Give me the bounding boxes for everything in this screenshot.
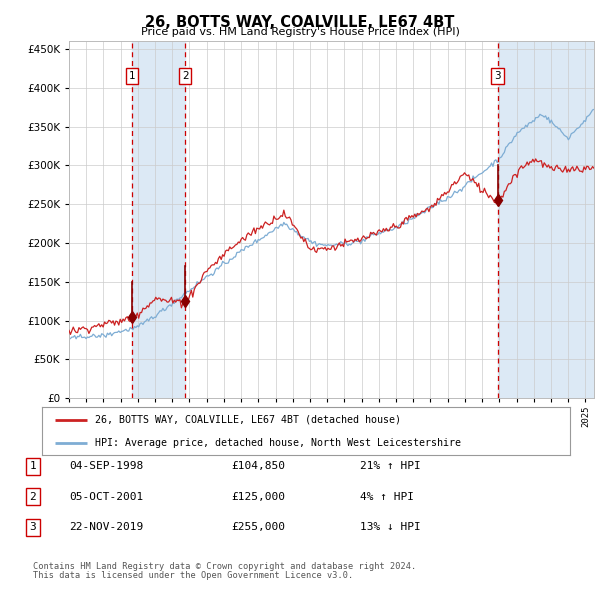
- Text: HPI: Average price, detached house, North West Leicestershire: HPI: Average price, detached house, Nort…: [95, 438, 461, 448]
- Text: 26, BOTTS WAY, COALVILLE, LE67 4BT (detached house): 26, BOTTS WAY, COALVILLE, LE67 4BT (deta…: [95, 415, 401, 425]
- Text: 21% ↑ HPI: 21% ↑ HPI: [360, 461, 421, 471]
- Text: 2: 2: [29, 492, 37, 502]
- Text: £104,850: £104,850: [231, 461, 285, 471]
- Text: This data is licensed under the Open Government Licence v3.0.: This data is licensed under the Open Gov…: [33, 571, 353, 581]
- Text: 04-SEP-1998: 04-SEP-1998: [69, 461, 143, 471]
- Text: 1: 1: [29, 461, 37, 471]
- Bar: [497, 41, 594, 398]
- Text: £255,000: £255,000: [231, 523, 285, 532]
- Text: £125,000: £125,000: [231, 492, 285, 502]
- Text: 13% ↓ HPI: 13% ↓ HPI: [360, 523, 421, 532]
- Text: Contains HM Land Registry data © Crown copyright and database right 2024.: Contains HM Land Registry data © Crown c…: [33, 562, 416, 571]
- Text: 22-NOV-2019: 22-NOV-2019: [69, 523, 143, 532]
- Text: 3: 3: [494, 71, 501, 81]
- Text: 26, BOTTS WAY, COALVILLE, LE67 4BT: 26, BOTTS WAY, COALVILLE, LE67 4BT: [145, 15, 455, 30]
- Text: 3: 3: [29, 523, 37, 532]
- Text: 4% ↑ HPI: 4% ↑ HPI: [360, 492, 414, 502]
- Text: 2: 2: [182, 71, 188, 81]
- Text: 1: 1: [129, 71, 136, 81]
- Text: 05-OCT-2001: 05-OCT-2001: [69, 492, 143, 502]
- Text: Price paid vs. HM Land Registry's House Price Index (HPI): Price paid vs. HM Land Registry's House …: [140, 28, 460, 37]
- Bar: [132, 41, 185, 398]
